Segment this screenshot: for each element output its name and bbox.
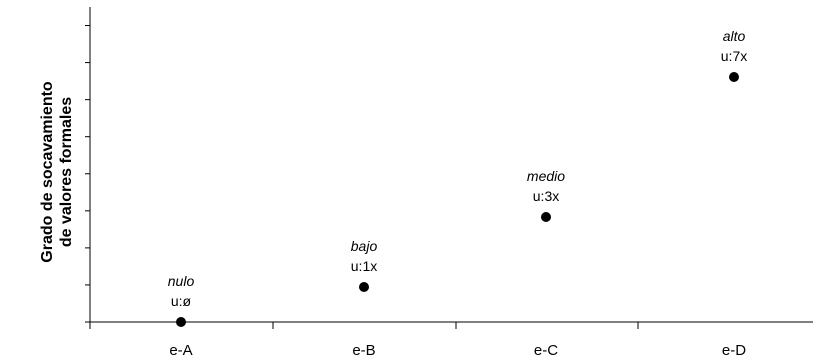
point-value-label: u:7x [721,48,747,64]
x-tick-label: e-A [169,342,192,359]
point-value-label: u:3x [533,188,559,204]
y-axis-title: Grado de socavamiento de valores formale… [39,81,75,263]
x-ticks [89,322,639,329]
point-value-label: u:ø [171,293,192,309]
x-tick-label: e-B [352,342,375,359]
point-level-label: bajo [351,238,378,254]
y-ticks [85,25,90,323]
point-level-label: medio [527,168,565,184]
point-value-label: u:1x [351,258,377,274]
x-tick-label: e-D [722,342,746,359]
data-point [541,212,551,222]
x-tick-labels: e-A e-B e-C e-D [169,342,746,359]
data-point [729,72,739,82]
point-level-label: alto [723,28,746,44]
y-axis-title-line-2: de valores formales [58,97,75,247]
data-points [176,72,739,327]
y-axis-title-line-1: Grado de socavamiento [39,81,56,263]
x-tick-label: e-C [534,342,558,359]
data-point [359,282,369,292]
point-level-label: nulo [168,273,195,289]
point-annotations: nulo u:ø bajo u:1x medio u:3x alto u:7x [168,28,747,309]
data-point [176,317,186,327]
